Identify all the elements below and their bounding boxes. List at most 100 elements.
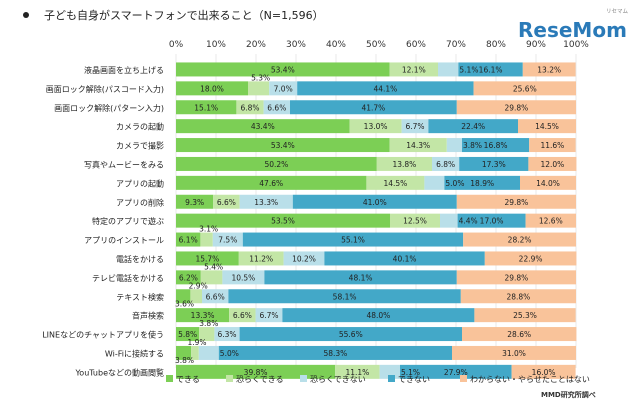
value-label: 17.0% <box>480 217 504 226</box>
value-label: 29.8% <box>504 198 528 207</box>
bar-segment <box>238 251 284 266</box>
legend-swatch <box>166 375 173 382</box>
value-label: 11.1% <box>345 368 369 377</box>
bar-segment <box>213 194 240 209</box>
bar-segment <box>283 251 325 266</box>
bar-segment <box>248 81 270 96</box>
value-label: 25.3% <box>513 311 537 320</box>
value-label: 55.1% <box>341 236 365 245</box>
value-label: 14.5% <box>535 122 559 131</box>
value-label: 58.3% <box>323 349 347 358</box>
value-label: 6.6% <box>206 292 225 301</box>
value-label: 5.1% <box>401 368 420 377</box>
x-tick-label: 40% <box>326 40 346 50</box>
value-label: 3.8% <box>463 141 482 150</box>
category-label: アプリのインストール <box>84 236 164 245</box>
legend-swatch <box>460 375 467 382</box>
bar-segment <box>176 327 200 342</box>
value-label: 18.9% <box>470 179 494 188</box>
bar-segment <box>366 175 425 190</box>
value-label: 16.1% <box>479 65 503 74</box>
bar-segment <box>200 232 213 247</box>
category-label: 写真やムービーをみる <box>84 159 164 169</box>
value-label: 25.6% <box>513 84 537 93</box>
value-label: 7.5% <box>218 236 237 245</box>
value-label: 12.0% <box>540 160 564 169</box>
value-label: 14.0% <box>536 179 560 188</box>
category-label: YouTubeなどの動画閲覧 <box>74 367 164 377</box>
category-label: 画面ロック解除(パスコード入力) <box>46 84 164 94</box>
value-label: 13.2% <box>537 65 561 74</box>
category-label: 電話をかける <box>116 254 164 264</box>
value-label: 48.0% <box>366 311 390 320</box>
value-label: 6.7% <box>405 122 424 131</box>
bar-segment <box>529 138 576 153</box>
value-label: 50.2% <box>264 160 288 169</box>
value-label: 3.1% <box>199 225 218 234</box>
x-tick-label: 70% <box>446 40 466 50</box>
value-label: 31.0% <box>502 349 526 358</box>
value-label: 6.6% <box>233 311 252 320</box>
value-label: 29.8% <box>504 103 528 112</box>
bar-segment <box>463 232 576 247</box>
bar-segment <box>229 308 256 323</box>
bar-segment <box>176 194 214 209</box>
source-note: MMD研究所調べ <box>541 390 596 399</box>
bar-segments <box>176 62 577 379</box>
bar-segment <box>522 62 576 77</box>
bar-segment <box>202 289 229 304</box>
value-labels: 53.4% 12.1% 5.1% 16.1% 13.2%18.0%5.3%7.0% 44.… <box>175 65 564 376</box>
value-label: 9.3% <box>185 198 204 207</box>
bar-segment <box>438 62 459 77</box>
value-label: 5.3% <box>251 73 270 82</box>
value-label: 29.8% <box>504 273 528 282</box>
category-label: Wi-Fiに接続する <box>105 348 164 358</box>
value-label: 55.6% <box>339 330 363 339</box>
category-label: カメラで撮影 <box>116 141 164 151</box>
legend-label: 恐らくできる <box>236 375 284 384</box>
bar-segment <box>452 345 576 360</box>
x-tick-label: 80% <box>486 40 506 50</box>
bar-segment <box>190 289 202 304</box>
value-label: 1.9% <box>187 338 206 347</box>
bar-segment <box>458 62 523 77</box>
bar-segment <box>228 289 461 304</box>
legend: できる 恐らくできる 恐らくできない できない わからない・やらせたことはない <box>166 375 590 384</box>
value-label: 5.0% <box>445 179 464 188</box>
bar-segment <box>324 251 485 266</box>
bar-segment <box>335 364 380 379</box>
chart-header: 子ども自身がスマートフォンで出来ること（N=1,596） <box>23 8 324 22</box>
value-label: 53.5% <box>271 217 295 226</box>
bar-segment <box>444 175 520 190</box>
value-label: 10.2% <box>292 254 316 263</box>
value-label: 12.6% <box>539 217 563 226</box>
bar-segment <box>457 213 526 228</box>
bar-segment <box>176 289 191 304</box>
value-label: 7.0% <box>274 84 293 93</box>
bar-segment <box>518 119 576 134</box>
value-label: 6.6% <box>217 198 236 207</box>
category-label: 音声検索 <box>132 311 164 321</box>
bar-segment <box>282 308 475 323</box>
bar-segment <box>176 345 192 360</box>
bar-segment <box>528 156 577 171</box>
value-label: 44.1% <box>373 84 397 93</box>
bar-segment <box>176 100 237 115</box>
bar-segment <box>239 327 462 342</box>
value-label: 6.8% <box>240 103 259 112</box>
bar-segment <box>212 232 243 247</box>
value-label: 11.6% <box>540 141 564 150</box>
category-label: テキスト検索 <box>116 292 164 302</box>
bar-segment <box>255 308 283 323</box>
bar-segment <box>292 194 457 209</box>
value-label: 14.3% <box>406 141 430 150</box>
bar-segment <box>176 270 201 285</box>
value-label: 53.4% <box>271 65 295 74</box>
value-label: 3.8% <box>199 319 218 328</box>
bar-segment <box>459 156 529 171</box>
value-label: 13.0% <box>364 122 388 131</box>
value-label: 4.4% <box>459 217 478 226</box>
value-label: 48.1% <box>349 273 373 282</box>
bar-segment <box>176 119 350 134</box>
